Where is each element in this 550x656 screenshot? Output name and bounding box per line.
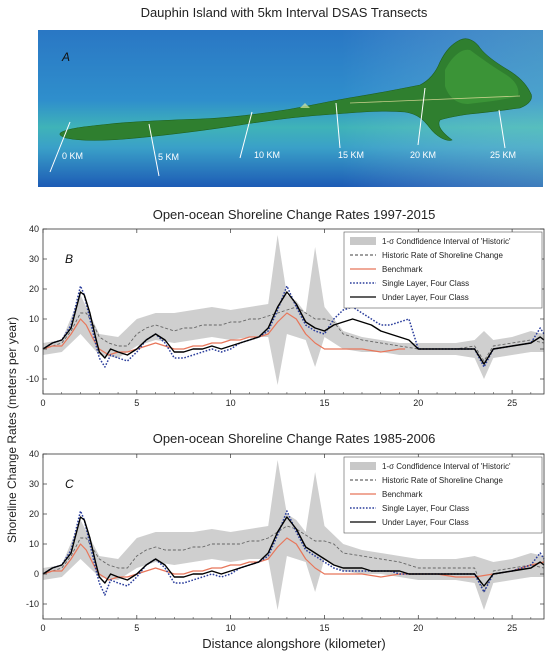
x-tick-label: 5 (134, 623, 139, 633)
legend-label: Under Layer, Four Class (382, 518, 469, 527)
x-tick-label: 20 (413, 623, 423, 633)
confidence-band (43, 235, 544, 385)
y-tick-label: 10 (29, 539, 39, 549)
plot-frame (42, 228, 545, 395)
legend-box (343, 456, 543, 534)
chart-title: Open-ocean Shoreline Change Rates 1997-2… (153, 207, 436, 222)
transect-line (417, 87, 426, 146)
x-tick-label: 15 (319, 623, 329, 633)
confidence-band (43, 460, 544, 610)
transect-label: 25 KM (490, 150, 516, 160)
legend-swatch (350, 237, 376, 245)
x-tick-label: 0 (40, 623, 45, 633)
transect-labels: 0 KM 5 KM 10 KM 15 KM 20 KM 25 KM (62, 150, 516, 162)
y-tick-label: -10 (26, 599, 39, 609)
legend-label: Historic Rate of Shoreline Change (382, 476, 504, 485)
legend-label: Benchmark (382, 490, 423, 499)
chart-title: Open-ocean Shoreline Change Rates 1985-2… (153, 431, 436, 446)
legend-label: Single Layer, Four Class (382, 504, 469, 513)
y-tick-label: 30 (29, 254, 39, 264)
transect-line (49, 121, 71, 173)
legend-label: 1-σ Condfidence Interval of 'Historic' (382, 462, 511, 471)
y-axis-label: Shoreline Change Rates (meters per year) (5, 317, 19, 543)
transect-line (335, 102, 341, 149)
panel-letter: C (65, 477, 74, 491)
series-line-under-layer-four-class (42, 291, 545, 365)
map-title: Dauphin Island with 5km Interval DSAS Tr… (141, 5, 428, 20)
panel-letter: B (65, 252, 73, 266)
transect-label: 0 KM (62, 151, 83, 161)
x-tick-label: 10 (226, 623, 236, 633)
y-tick-label: -10 (26, 374, 39, 384)
chart-panel-b: Open-ocean Shoreline Change Rates 1997-2… (26, 207, 545, 408)
series-line-single-layer-four-class (42, 285, 545, 368)
series-line-historic-rate-of-shoreline-change (42, 525, 545, 593)
legend-label: Historic Rate of Shoreline Change (382, 251, 504, 260)
legend-label: Benchmark (382, 265, 423, 274)
transects (49, 87, 506, 177)
y-tick-label: 0 (34, 569, 39, 579)
chart-panel-c: Open-ocean Shoreline Change Rates 1985-2… (26, 431, 545, 633)
transect-label: 15 KM (338, 150, 364, 160)
series-line-benchmark (42, 312, 406, 356)
transect-label: 5 KM (158, 152, 179, 162)
transect-label: 10 KM (254, 150, 280, 160)
x-tick-label: 25 (507, 398, 517, 408)
series-line-under-layer-four-class (42, 516, 545, 587)
x-tick-label: 25 (507, 623, 517, 633)
y-tick-label: 40 (29, 449, 39, 459)
x-axis-label: Distance alongshore (kilometer) (202, 636, 386, 651)
map-panel-letter: A (61, 50, 70, 64)
y-tick-label: 20 (29, 284, 39, 294)
x-tick-label: 0 (40, 398, 45, 408)
y-tick-label: 10 (29, 314, 39, 324)
legend-label: Single Layer, Four Class (382, 279, 469, 288)
transect-line (148, 123, 160, 177)
x-tick-label: 10 (226, 398, 236, 408)
legend-label: Under Layer, Four Class (382, 293, 469, 302)
y-tick-label: 40 (29, 224, 39, 234)
series-line-historic-rate-of-shoreline-change (42, 306, 545, 362)
transect-line (498, 109, 506, 149)
y-tick-label: 20 (29, 509, 39, 519)
x-tick-label: 20 (413, 398, 423, 408)
map-panel: A 0 KM 5 KM 10 KM 15 KM 20 KM 25 KM (38, 30, 543, 187)
transect-line (239, 111, 253, 159)
y-tick-label: 30 (29, 479, 39, 489)
x-tick-label: 15 (319, 398, 329, 408)
x-tick-label: 5 (134, 398, 139, 408)
transect-label: 20 KM (410, 150, 436, 160)
plot-frame (42, 453, 545, 620)
legend-label: 1-σ Condfidence Interval of 'Historic' (382, 237, 511, 246)
y-tick-label: 0 (34, 344, 39, 354)
legend-swatch (350, 462, 376, 470)
legend-box (343, 231, 543, 309)
